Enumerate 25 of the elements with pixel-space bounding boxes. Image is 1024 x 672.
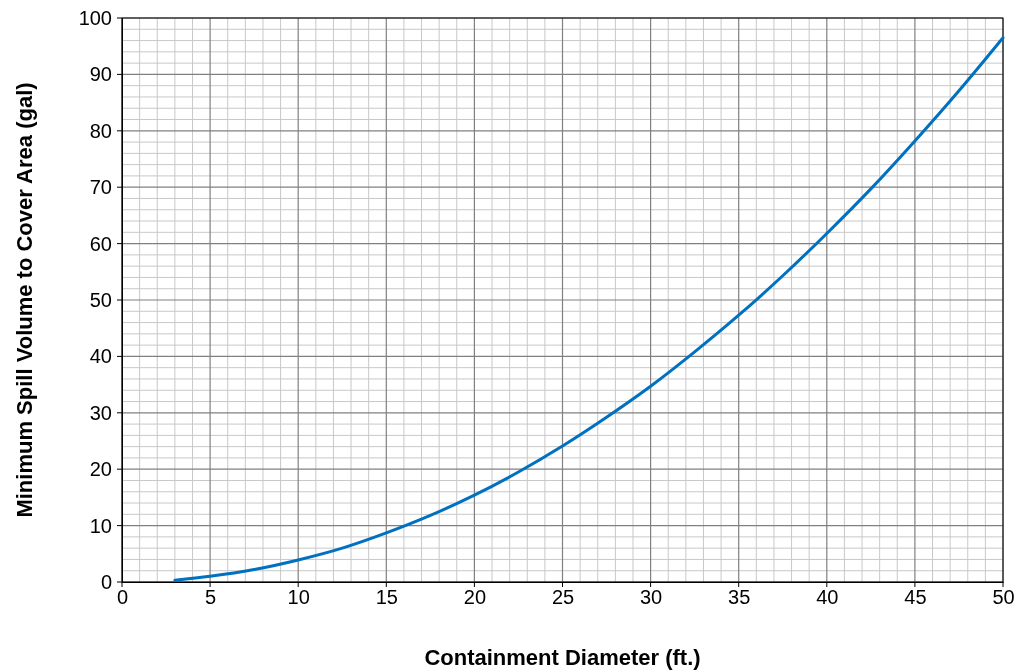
x-tick-label: 40 [816, 586, 839, 609]
y-tick-label: 50 [89, 288, 112, 311]
x-tick-label: 15 [375, 586, 398, 609]
y-tick-label: 30 [89, 401, 112, 424]
x-tick-label: 0 [116, 586, 129, 609]
y-tick-label: 20 [89, 458, 112, 481]
y-tick-label: 80 [89, 119, 112, 142]
y-tick-label: 90 [89, 63, 112, 86]
y-tick-label: 10 [89, 514, 112, 537]
x-tick-label: 20 [463, 586, 487, 609]
y-tick-label: 40 [89, 345, 112, 368]
x-axis-title: Containment Diameter (ft.) [424, 645, 701, 670]
x-tick-label: 5 [205, 586, 217, 609]
y-tick-label: 60 [89, 232, 112, 255]
y-tick-label: 100 [78, 6, 112, 29]
x-tick-label: 10 [287, 586, 310, 609]
x-tick-label: 30 [639, 586, 663, 609]
x-tick-label: 35 [728, 586, 751, 609]
y-tick-label: 70 [89, 176, 112, 199]
x-tick-label: 45 [904, 586, 927, 609]
x-tick-label: 25 [551, 586, 575, 609]
x-tick-label: 50 [992, 586, 1015, 609]
line-series [173, 36, 1005, 582]
y-tick-label: 0 [100, 570, 112, 593]
y-axis-title: Minimum Spill Volume to Cover Area (gal) [12, 82, 37, 518]
